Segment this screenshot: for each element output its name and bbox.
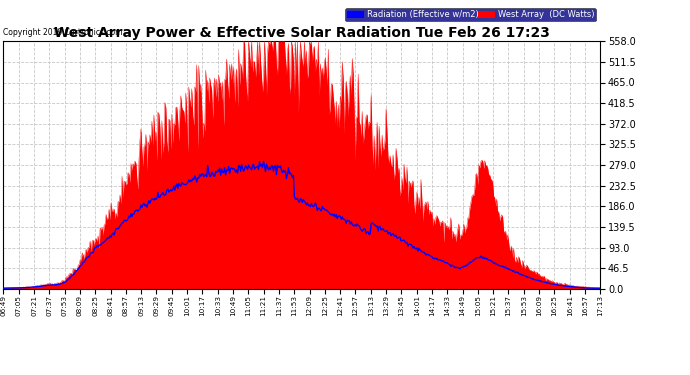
- Legend: Radiation (Effective w/m2), West Array  (DC Watts): Radiation (Effective w/m2), West Array (…: [346, 8, 596, 21]
- Title: West Array Power & Effective Solar Radiation Tue Feb 26 17:23: West Array Power & Effective Solar Radia…: [54, 26, 550, 40]
- Text: Copyright 2019 Cartronics.com: Copyright 2019 Cartronics.com: [3, 28, 123, 37]
